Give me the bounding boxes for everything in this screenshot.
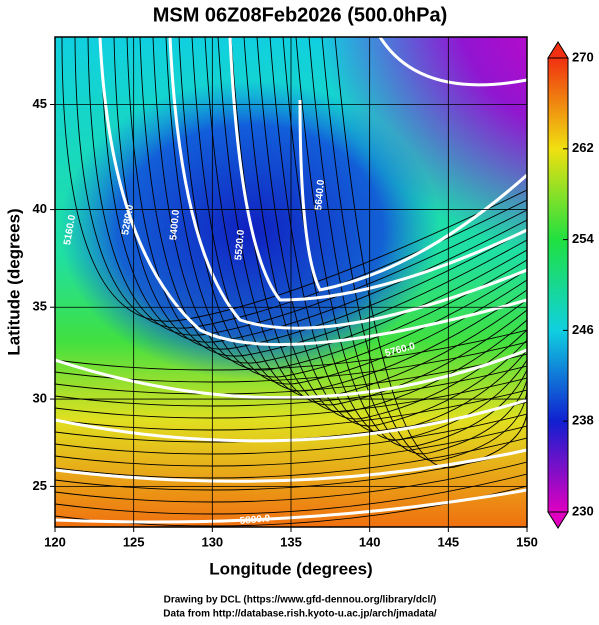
x-tick-label: 130 [201, 534, 223, 549]
y-tick-label: 40 [33, 201, 47, 216]
contour-label: 5520.0 [233, 229, 247, 261]
x-tick-label: 125 [123, 534, 145, 549]
streamline [55, 437, 527, 479]
streamline [55, 377, 527, 419]
streamline [243, 37, 527, 420]
streamline [256, 37, 527, 427]
colorbar-max [547, 41, 569, 59]
x-tick-label: 135 [280, 534, 302, 549]
y-tick-label: 25 [33, 478, 47, 493]
x-tick-label: 140 [359, 534, 381, 549]
streamline [113, 37, 527, 350]
contour-label: 5280.0 [120, 204, 136, 236]
streamline [334, 37, 527, 469]
streamline [55, 365, 527, 407]
streamline [55, 389, 527, 431]
footer-line: Drawing by DCL (https://www.gfd-dennou.o… [164, 595, 437, 606]
streamline [55, 425, 527, 467]
title: MSM 06Z08Feb2026 (500.0hPa) [153, 4, 448, 26]
streamline [55, 473, 527, 515]
streamline [308, 37, 527, 455]
streamline [295, 37, 527, 448]
streamline [55, 329, 527, 371]
x-tick-label: 145 [437, 534, 459, 549]
colorbar-tick-label: 262 [572, 140, 594, 155]
streamline [139, 37, 527, 364]
footer-line: Data from http://database.rish.kyoto-u.a… [163, 609, 437, 620]
x-tick-label: 150 [516, 534, 538, 549]
colorbar-tick-label: 270 [572, 49, 594, 64]
colorbar-min [547, 511, 569, 529]
streamline [152, 37, 527, 371]
colorbar-tick-label: 246 [572, 322, 594, 337]
x-axis-label: Longitude (degrees) [209, 559, 372, 578]
contour-label: 5640.0 [313, 179, 327, 211]
contour-label: 5400.0 [168, 209, 182, 241]
colorbar [547, 57, 569, 513]
y-axis-label: Latitude (degrees) [4, 208, 23, 355]
streamline [55, 353, 527, 395]
streamline [178, 37, 527, 385]
colorbar-tick-label: 230 [572, 503, 594, 518]
colorbar-tick-label: 238 [572, 413, 594, 428]
field [55, 37, 527, 527]
streamline [55, 461, 527, 503]
colorbar-tick-label: 254 [572, 231, 594, 246]
contours [55, 37, 527, 524]
streamline [191, 37, 527, 392]
streamline [269, 37, 527, 434]
streamline [61, 37, 527, 322]
y-tick-label: 30 [33, 391, 47, 406]
contour-label: 5880.0 [239, 513, 271, 527]
y-tick-label: 45 [33, 96, 47, 111]
x-tick-label: 120 [44, 534, 66, 549]
streamline [55, 413, 527, 455]
y-tick-label: 35 [33, 299, 47, 314]
contour-label: 5160.0 [62, 214, 78, 246]
